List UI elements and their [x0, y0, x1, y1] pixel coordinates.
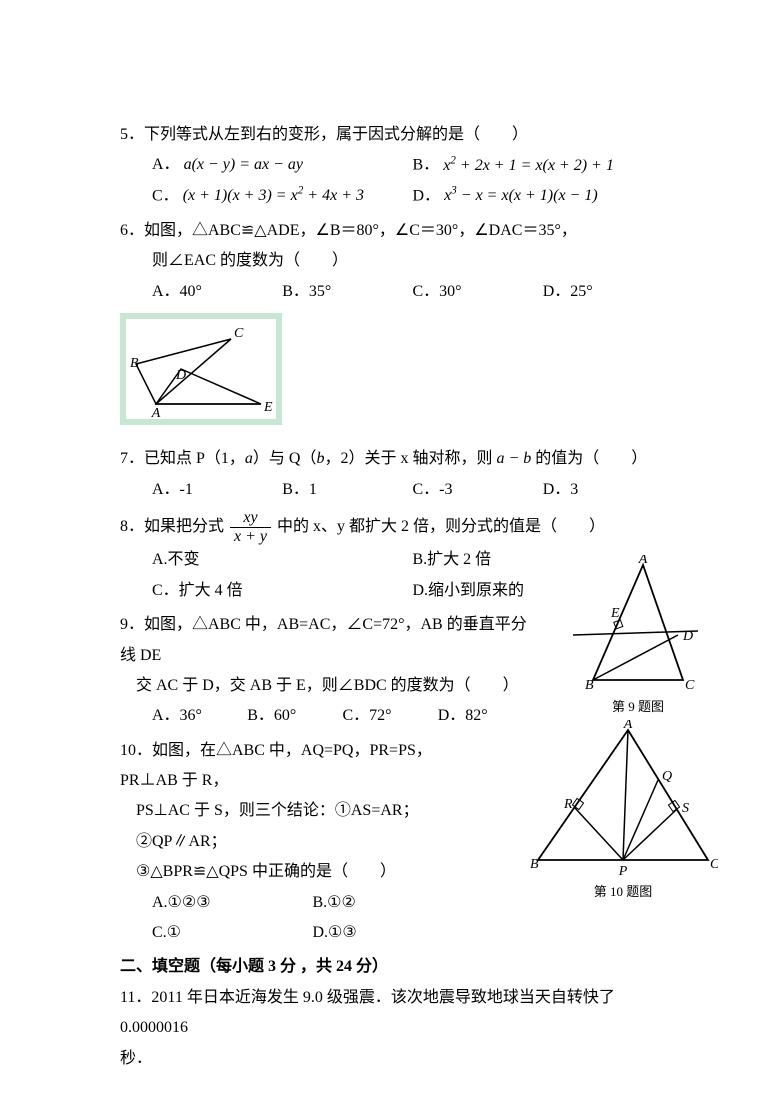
- fig6-label-c: C: [234, 326, 244, 341]
- svg-text:S: S: [682, 801, 689, 816]
- q8-fraction: xy x + y: [230, 509, 271, 545]
- svg-text:A: A: [638, 555, 648, 567]
- q11-block: 11．2011 年日本近海发生 9.0 级强震．该次地震导致地球当天自转快了 0…: [120, 983, 673, 1074]
- q10-figure: A B C P Q R S 第 10 题图: [528, 720, 718, 905]
- q10-stem: 10．如图，在△ABC 中，AQ=PQ，PR=PS，PR⊥AB 于 R，: [120, 736, 473, 797]
- q5-stem: 5．下列等式从左到右的变形，属于因式分解的是（ ）: [120, 120, 673, 150]
- q11-line2: 秒．: [120, 1044, 673, 1074]
- q7-stem: 7．已知点 P（1，a）与 Q（b，2）关于 x 轴对称，则 a − b 的值为…: [120, 444, 673, 474]
- q9-figure: A B C D E 第 9 题图: [573, 555, 703, 720]
- q7-tail: 的值为（ ）: [535, 450, 647, 467]
- q5-c-label: C．: [152, 187, 179, 204]
- q6-opt-c: C．30°: [413, 277, 543, 307]
- q9-caption: 第 9 题图: [573, 695, 703, 720]
- q5-opt-a: A． a(x − y) = ax − ay: [152, 150, 413, 181]
- fig6-label-e: E: [263, 400, 273, 415]
- q8-opt-a: A.不变: [152, 545, 413, 575]
- svg-text:B: B: [530, 857, 539, 872]
- q6-opt-d: D．25°: [543, 277, 673, 307]
- q5-d-math: x3 − x = x(x + 1)(x − 1): [444, 187, 598, 204]
- q6-opt-b: B．35°: [282, 277, 412, 307]
- q9-opt-c: C．72°: [343, 701, 438, 731]
- q5-block: 5．下列等式从左到右的变形，属于因式分解的是（ ） A． a(x − y) = …: [120, 120, 673, 212]
- svg-text:C: C: [710, 857, 718, 872]
- q8-stem: 8．如果把分式 xy x + y 中的 x、y 都扩大 2 倍，则分式的值是（ …: [120, 509, 673, 545]
- svg-text:E: E: [610, 606, 620, 621]
- q10-opt-d: D.①③: [313, 918, 474, 948]
- q10-line2: PS⊥AC 于 S，则三个结论：①AS=AR；②QP∥AR；: [120, 796, 473, 857]
- q6-block: 6．如图，△ABC≌△ADE，∠B＝80°，∠C＝30°，∠DAC＝35°， 则…: [120, 216, 673, 441]
- q9-opt-b: B．60°: [247, 701, 342, 731]
- q7-opt-c: C．-3: [413, 475, 543, 505]
- q9-line2: 交 AC 于 D，交 AB 于 E，则∠BDC 的度数为（ ）: [120, 671, 533, 701]
- q10-line3: ③△BPR≌△QPS 中正确的是（ ）: [120, 857, 473, 887]
- q8-post: 中的 x、y 都扩大 2 倍，则分式的值是（ ）: [277, 518, 605, 535]
- q5-d-label: D．: [413, 187, 441, 204]
- fig6-label-a: A: [151, 406, 161, 419]
- svg-text:Q: Q: [662, 769, 672, 784]
- q7-opt-d: D．3: [543, 475, 673, 505]
- fig6-label-b: B: [130, 356, 139, 371]
- svg-text:C: C: [685, 678, 695, 693]
- svg-text:A: A: [623, 720, 633, 732]
- q6-figure: A B C D E: [120, 313, 282, 425]
- q7-mid: ）与 Q（: [253, 450, 317, 467]
- q10-opt-a: A.①②③: [152, 888, 313, 918]
- svg-text:R: R: [563, 797, 573, 812]
- q5-c-math: (x + 1)(x + 3) = x2 + 4x + 3: [183, 187, 364, 204]
- q6-line2: 则∠EAC 的度数为（ ）: [120, 246, 673, 276]
- q6-stem: 6．如图，△ABC≌△ADE，∠B＝80°，∠C＝30°，∠DAC＝35°，: [120, 216, 673, 246]
- svg-text:D: D: [682, 629, 693, 644]
- section2-title: 二、填空题（每小题 3 分 ，共 24 分）: [120, 952, 673, 982]
- q5-opt-d: D． x3 − x = x(x + 1)(x − 1): [413, 181, 674, 212]
- q9-opt-a: A．36°: [152, 701, 247, 731]
- q8-pre: 8．如果把分式: [120, 518, 224, 535]
- q8-frac-num: xy: [230, 509, 271, 528]
- q5-b-label: B．: [413, 157, 440, 174]
- q9-stem: 9．如图，△ABC 中，AB=AC，∠C=72°，AB 的垂直平分线 DE: [120, 610, 533, 671]
- q7-end: ，2）关于 x 轴对称，则: [324, 450, 492, 467]
- q5-opt-c: C． (x + 1)(x + 3) = x2 + 4x + 3: [152, 181, 413, 212]
- q5-b-math: x2 + 2x + 1 = x(x + 2) + 1: [443, 157, 614, 174]
- q7-opt-b: B．1: [282, 475, 412, 505]
- q5-opt-b: B． x2 + 2x + 1 = x(x + 2) + 1: [413, 150, 674, 181]
- q10-opt-b: B.①②: [313, 888, 474, 918]
- fig6-label-d: D: [175, 368, 186, 383]
- q6-opt-a: A．40°: [152, 277, 282, 307]
- q10-caption: 第 10 题图: [528, 880, 718, 905]
- q7-opt-a: A．-1: [152, 475, 282, 505]
- q8-opt-c: C．扩大 4 倍: [152, 576, 413, 606]
- svg-text:B: B: [585, 678, 594, 693]
- q10-opt-c: C.①: [152, 918, 313, 948]
- q5-a-math: a(x − y) = ax − ay: [184, 156, 303, 173]
- q9-opt-d: D．82°: [438, 701, 533, 731]
- q8-frac-den: x + y: [230, 528, 271, 546]
- q5-a-label: A．: [152, 156, 180, 173]
- q7-pre: 7．已知点 P（1，: [120, 450, 245, 467]
- q7-block: 7．已知点 P（1，a）与 Q（b，2）关于 x 轴对称，则 a − b 的值为…: [120, 444, 673, 505]
- q11-line1: 11．2011 年日本近海发生 9.0 级强震．该次地震导致地球当天自转快了 0…: [120, 983, 673, 1044]
- svg-text:P: P: [618, 864, 628, 879]
